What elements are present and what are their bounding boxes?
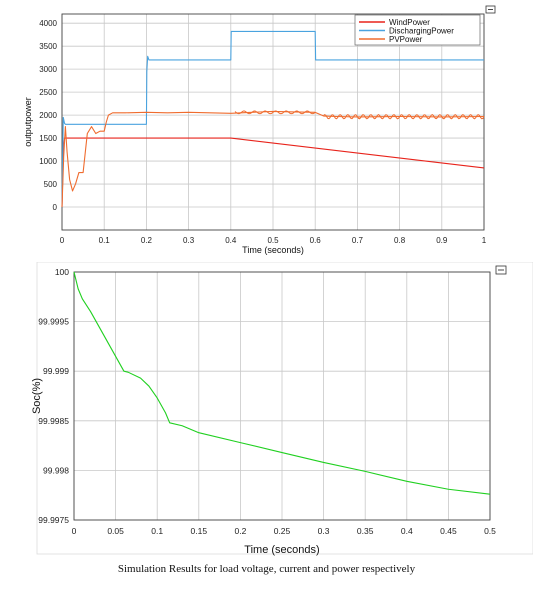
x-axis-label: Time (seconds) (244, 544, 319, 556)
series-line-0 (73, 271, 491, 495)
y-tick-label-2: 99.9985 (38, 416, 69, 426)
plot-frame (61, 13, 485, 231)
x-tick-label-2: 0.1 (151, 526, 163, 536)
output-power-chart: 0 0.1 0.2 0.3 0.4 0.5 0.6 0.7 0.8 0.9 1 0 500 1000 150… (23, 5, 496, 255)
x-tick-label-3: 0.15 (191, 526, 208, 536)
x-tick-label-8: 0.8 (394, 236, 406, 245)
x-tick-label-1: 0.05 (107, 526, 124, 536)
x-tick-label-1: 0.1 (99, 236, 111, 245)
x-tick-label-2: 0.2 (141, 236, 153, 245)
x-tick-label-7: 0.35 (357, 526, 374, 536)
x-tick-label-3: 0.3 (183, 236, 195, 245)
x-tick-label-6: 0.3 (318, 526, 330, 536)
x-tick-label-9: 0.9 (436, 236, 448, 245)
y-tick-label-4: 2000 (39, 111, 57, 120)
x-tick-label-6: 0.6 (310, 236, 322, 245)
soc-chart: 0 0.05 0.1 0.15 0.2 0.25 0.3 0.35 0.4 0.45 0.5 99.9… (31, 262, 533, 556)
pvpower-line (61, 110, 485, 208)
y-axis-label: outputpower (23, 97, 33, 147)
y-tick-label-5: 100 (55, 267, 69, 277)
pvpower-ripple-line (323, 114, 485, 120)
x-tick-label-0: 0 (60, 236, 65, 245)
y-tick-label-4: 99.9995 (38, 317, 69, 327)
y-tick-label-1: 500 (44, 180, 58, 189)
y-tick-label-7: 3500 (39, 42, 57, 51)
x-tick-label-10: 0.5 (484, 526, 496, 536)
y-tick-label-0: 99.9975 (38, 515, 69, 525)
x-tick-label-5: 0.5 (267, 236, 279, 245)
x-tick-label-8: 0.4 (401, 526, 413, 536)
y-tick-label-8: 4000 (39, 19, 57, 28)
y-tick-label-3: 99.999 (43, 366, 69, 376)
x-tick-label-4: 0.4 (225, 236, 237, 245)
x-tick-label-0: 0 (72, 526, 77, 536)
x-tick-label-5: 0.25 (274, 526, 291, 536)
y-tick-label-0: 0 (53, 203, 58, 212)
y-tick-label-5: 2500 (39, 88, 57, 97)
x-tick-label-9: 0.45 (440, 526, 457, 536)
x-tick-label-7: 0.7 (352, 236, 364, 245)
x-tick-label-10: 1 (482, 236, 487, 245)
figure-caption: Simulation Results for load voltage, cur… (117, 563, 416, 575)
output-power-chart-panel: 0 0.1 0.2 0.3 0.4 0.5 0.6 0.7 0.8 0.9 1 0 500 1000 150… (0, 0, 533, 262)
pvpower-ripple-line-2 (234, 110, 316, 115)
y-axis-label: Soc(%) (31, 378, 43, 414)
soc-chart-panel: 0 0.05 0.1 0.15 0.2 0.25 0.3 0.35 0.4 0.45 0.5 99.9… (0, 262, 533, 556)
legend-entry-1: DischargingPower (389, 27, 454, 36)
x-axis-label: Time (seconds) (242, 245, 304, 255)
y-tick-label-3: 1500 (39, 134, 57, 143)
y-tick-label-2: 1000 (39, 157, 57, 166)
y-tick-label-6: 3000 (39, 65, 57, 74)
x-tick-label-4: 0.2 (234, 526, 246, 536)
plot-frame (73, 271, 491, 521)
y-tick-label-1: 99.998 (43, 465, 69, 475)
legend-entry-0: WindPower (389, 18, 430, 27)
legend-entry-2: PVPower (389, 35, 423, 44)
dischargingpower-line (61, 30, 484, 208)
